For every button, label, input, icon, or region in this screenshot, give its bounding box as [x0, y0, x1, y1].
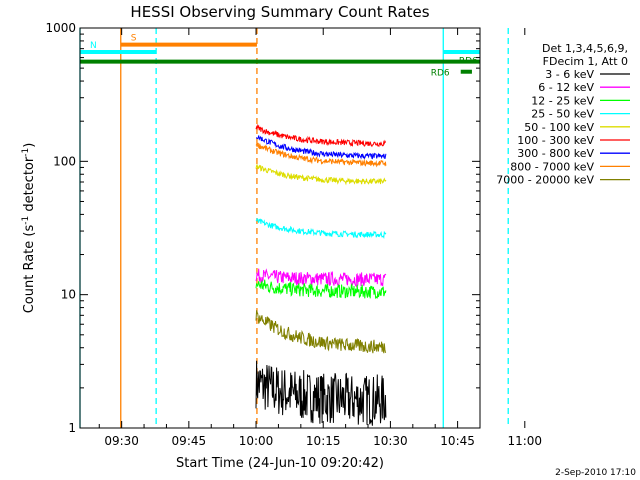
x-tick-label-4: 10:30: [373, 434, 408, 448]
legend-label-6: 300 - 800 keV: [517, 147, 594, 160]
chart-title: HESSI Observing Summary Count Rates: [130, 3, 429, 21]
flag-label-extra: RD6: [459, 57, 478, 67]
legend-label-2: 12 - 25 keV: [531, 94, 594, 107]
x-tick-label-6: 11:00: [507, 434, 542, 448]
x-tick-label-2: 10:00: [239, 434, 274, 448]
flag-label-0: S: [131, 34, 137, 44]
series-line-8: [255, 310, 387, 354]
x-axis-label: Start Time (24-Jun-10 09:20:42): [176, 456, 384, 471]
legend-header-line-1: Det 1,3,4,5,6,9,: [542, 42, 628, 55]
y-tick-label-1: 10: [61, 288, 76, 302]
y-tick-label-2: 100: [53, 154, 76, 168]
series-line-5: [255, 123, 386, 148]
flag-label-1: N: [90, 41, 97, 51]
legend-label-1: 6 - 12 keV: [538, 81, 594, 94]
series-line-2: [255, 279, 387, 299]
legend-label-3: 25 - 50 keV: [531, 108, 594, 121]
series-line-6: [256, 135, 387, 160]
y-tick-label-3: 1000: [45, 21, 76, 35]
legend-label-7: 800 - 7000 keV: [510, 160, 594, 173]
series-line-1: [255, 268, 387, 288]
legend-label-4: 50 - 100 keV: [524, 121, 594, 134]
flag-label-4: RD6: [431, 69, 450, 79]
y-axis-label: Count Rate (s-1 detector-1): [21, 143, 37, 314]
series-line-7: [255, 142, 387, 168]
legend-header-line-2: FDecim 1, Att 0: [543, 55, 628, 68]
x-tick-label-5: 10:45: [440, 434, 475, 448]
plot-frame: [79, 27, 481, 429]
legend-label-5: 100 - 300 keV: [517, 134, 594, 147]
series-line-0: [255, 360, 387, 426]
x-tick-label-1: 09:45: [172, 434, 207, 448]
x-tick-label-3: 10:15: [306, 434, 341, 448]
series-line-3: [255, 217, 387, 239]
x-tick-label-0: 09:30: [104, 434, 139, 448]
footer-timestamp: 2-Sep-2010 17:10: [555, 468, 636, 478]
legend-label-8: 7000 - 20000 keV: [496, 174, 594, 187]
legend-label-0: 3 - 6 keV: [545, 68, 594, 81]
y-tick-label-0: 1: [68, 421, 76, 435]
series-line-4: [255, 164, 387, 186]
